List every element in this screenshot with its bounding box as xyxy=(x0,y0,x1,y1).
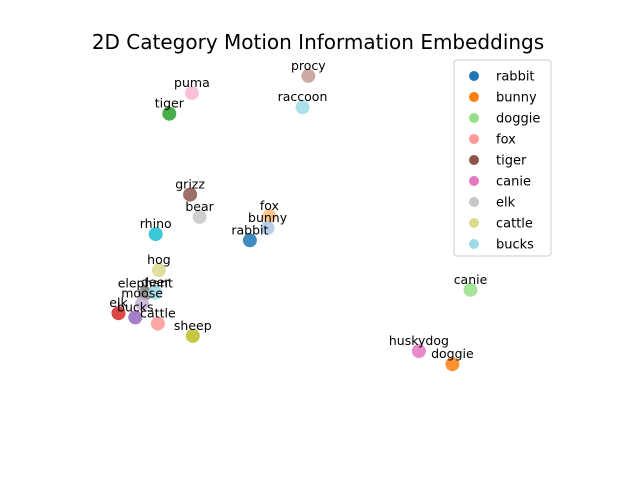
point-label-doggie: doggie xyxy=(431,346,474,361)
data-point-doggie xyxy=(445,357,460,372)
legend-marker-cattle xyxy=(469,218,479,228)
point-label-grizz: grizz xyxy=(175,177,205,192)
legend-marker-rabbit xyxy=(469,71,479,81)
legend-label-tiger: tiger xyxy=(496,154,527,169)
data-point-rabbit xyxy=(242,233,257,248)
data-point-grizz xyxy=(183,187,198,202)
legend-label-rabbit: rabbit xyxy=(496,70,535,85)
point-label-huskydog: huskydog xyxy=(389,333,449,348)
point-label-raccoon: raccoon xyxy=(278,89,328,104)
data-point-deer xyxy=(148,285,163,300)
legend-marker-bucks xyxy=(469,239,479,249)
point-label-puma: puma xyxy=(174,75,210,90)
data-point-cattle xyxy=(150,316,165,331)
legend-label-canie: canie xyxy=(496,175,531,190)
point-label-elk: elk xyxy=(109,295,128,310)
chart-title: 2D Category Motion Information Embedding… xyxy=(92,30,544,54)
data-point-huskydog xyxy=(411,344,426,359)
legend: rabbit bunny doggie fox tiger canie elk cattle b… xyxy=(453,59,552,257)
data-point-tiger xyxy=(162,106,177,121)
point-label-elephant: elephant xyxy=(118,275,173,290)
data-point-raccoon xyxy=(295,100,310,115)
point-label-rabbit: rabbit xyxy=(231,222,268,237)
data-point-rhino xyxy=(148,227,163,242)
point-label-sheep: sheep xyxy=(174,318,212,333)
legend-label-fox: fox xyxy=(496,133,516,148)
legend-label-elk: elk xyxy=(496,196,516,211)
legend-box xyxy=(453,59,552,257)
legend-marker-doggie xyxy=(469,113,479,123)
legend-marker-elk xyxy=(469,197,479,207)
data-point-moose xyxy=(135,296,150,311)
legend-marker-canie xyxy=(469,176,479,186)
data-point-elk xyxy=(111,306,126,321)
point-label-bear: bear xyxy=(185,199,214,214)
data-point-bear xyxy=(192,209,207,224)
data-point-bucks xyxy=(128,310,143,325)
legend-label-doggie: doggie xyxy=(496,112,540,127)
data-point-sheep xyxy=(185,328,200,343)
legend-marker-fox xyxy=(469,134,479,144)
legend-marker-tiger xyxy=(469,155,479,165)
legend-label-bucks: bucks xyxy=(496,238,534,253)
point-label-bucks: bucks xyxy=(117,299,153,314)
point-label-procy: procy xyxy=(291,58,326,73)
point-label-deer: deer xyxy=(141,275,170,290)
point-label-moose: moose xyxy=(121,286,163,301)
point-label-tiger: tiger xyxy=(155,96,185,111)
point-label-hog: hog xyxy=(147,252,171,267)
data-point-fox xyxy=(262,209,277,224)
data-point-puma xyxy=(184,86,199,101)
points-layer: procy puma raccoon tiger grizz bear foxbunnyra… xyxy=(109,58,488,372)
data-point-procy xyxy=(301,68,316,83)
point-label-fox: fox xyxy=(260,198,279,213)
data-point-hog xyxy=(151,263,166,278)
point-label-cattle: cattle xyxy=(140,306,176,321)
legend-label-bunny: bunny xyxy=(496,91,537,106)
data-point-bunny xyxy=(260,220,275,235)
point-label-canie: canie xyxy=(454,272,488,287)
point-label-rhino: rhino xyxy=(140,216,172,231)
data-point-canie xyxy=(463,282,478,297)
legend-label-cattle: cattle xyxy=(496,217,533,232)
point-label-bunny: bunny xyxy=(248,210,288,225)
legend-entries: rabbit bunny doggie fox tiger canie elk cattle b… xyxy=(469,70,540,253)
legend-marker-bunny xyxy=(469,92,479,102)
